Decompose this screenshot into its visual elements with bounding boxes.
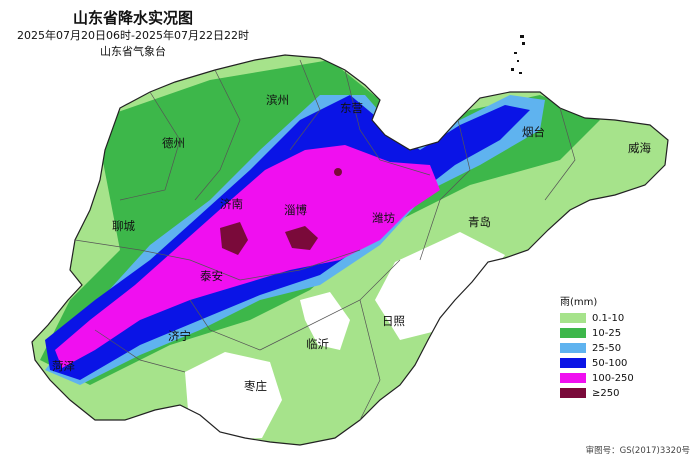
legend-label: 10-25 [592,327,622,339]
legend-item: 25-50 [560,341,670,355]
legend-label: ≥250 [592,387,620,399]
city-label-dongying: 东营 [340,101,363,115]
legend-swatch [560,313,586,323]
legend-title: 雨(mm) [560,297,598,308]
map-approval-number: 审图号：GS(2017)3320号 [585,446,690,456]
city-label-linyi: 临沂 [306,337,329,351]
legend-swatch [560,388,586,398]
legend-label: 100-250 [592,372,634,384]
city-label-taian: 泰安 [200,269,223,283]
legend-label: 25-50 [592,342,622,354]
city-label-jinan: 济南 [220,197,243,211]
legend-item: ≥250 [560,386,670,400]
legend-label: 0.1-10 [592,312,625,324]
legend: 雨(mm) 0.1-10 10-25 25-50 50-100 100-250 … [560,293,670,401]
city-label-binzhou: 滨州 [266,93,289,107]
source-label: 山东省气象台 [100,45,166,58]
legend-swatch [560,343,586,353]
time-range: 2025年07月20日06时-2025年07月22日22时 [17,29,249,42]
city-label-liaocheng: 聊城 [112,219,135,233]
city-label-jining: 济宁 [168,329,191,343]
city-label-qingdao: 青岛 [468,215,491,229]
map-title: 山东省降水实况图 [72,9,193,27]
city-label-heze: 菏泽 [52,359,75,373]
city-label-weifang: 潍坊 [372,211,395,225]
city-label-rizhao: 日照 [382,314,405,328]
legend-swatch [560,358,586,368]
city-label-zibo: 淄博 [284,203,307,217]
legend-item: 100-250 [560,371,670,385]
city-label-yantai: 烟台 [522,125,545,139]
legend-item: 50-100 [560,356,670,370]
legend-item: 0.1-10 [560,311,670,325]
legend-label: 50-100 [592,357,628,369]
legend-item: 10-25 [560,326,670,340]
legend-swatch [560,328,586,338]
city-label-weihai: 威海 [628,141,651,155]
legend-swatch [560,373,586,383]
title-block: 山东省降水实况图 2025年07月20日06时-2025年07月22日22时 山… [8,8,258,60]
city-label-zaozhuang: 枣庄 [244,379,267,393]
city-label-dezhou: 德州 [162,136,185,150]
